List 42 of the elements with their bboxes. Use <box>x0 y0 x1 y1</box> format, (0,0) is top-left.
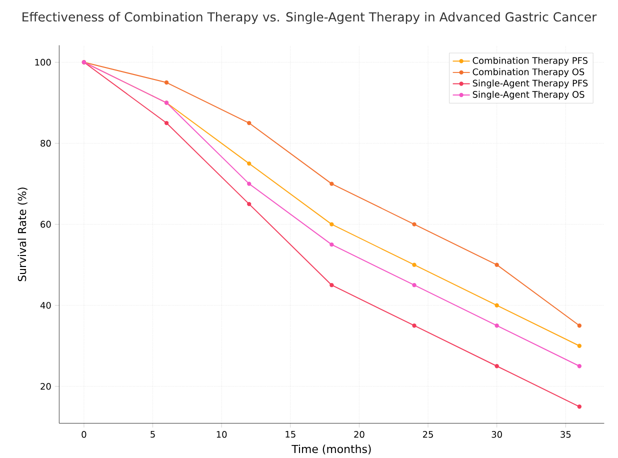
x-tick-label: 35 <box>560 431 571 438</box>
point <box>494 262 499 268</box>
point <box>330 242 334 247</box>
y-axis-title: Survival Rate (%) <box>18 188 28 282</box>
point <box>494 364 499 368</box>
point <box>412 324 416 328</box>
point <box>164 121 169 126</box>
x-tick-label: 20 <box>354 431 364 438</box>
x-tick-label: 10 <box>216 431 227 438</box>
x-tick-label: 0 <box>82 431 86 438</box>
x-tick-label: 5 <box>150 431 155 438</box>
legend-label: Combination Therapy PFS <box>472 57 588 66</box>
point <box>494 324 499 328</box>
point <box>247 202 252 206</box>
y-tick-label: 40 <box>40 302 51 309</box>
legend-label: Single-Agent Therapy OS <box>472 91 584 100</box>
point <box>412 262 416 268</box>
x-tick-label: 15 <box>286 431 296 438</box>
point <box>330 222 334 227</box>
point <box>577 344 582 348</box>
point <box>577 364 582 368</box>
point <box>330 182 334 186</box>
point <box>577 404 582 409</box>
point <box>412 222 416 227</box>
point <box>247 182 252 186</box>
point <box>412 283 416 288</box>
point <box>247 121 252 126</box>
x-tick-label: 25 <box>422 431 433 438</box>
chart-title: Effectiveness of Combination Therapy vs. Single-Agent Therapy in Advanced Gastric Cancer <box>22 12 597 24</box>
y-tick-label: 80 <box>40 140 51 147</box>
legend-label: Combination Therapy OS <box>472 68 584 78</box>
point <box>164 80 169 85</box>
x-axis-title: Time (months) <box>292 444 371 455</box>
point <box>577 324 582 328</box>
point <box>330 283 334 288</box>
y-tick-label: 100 <box>35 58 51 66</box>
legend-label: Single-Agent Therapy PFS <box>472 80 588 88</box>
point <box>247 162 252 166</box>
y-tick-label: 60 <box>40 221 51 228</box>
point <box>494 303 499 308</box>
x-tick-label: 30 <box>492 431 502 438</box>
y-tick-label: 20 <box>40 383 51 390</box>
